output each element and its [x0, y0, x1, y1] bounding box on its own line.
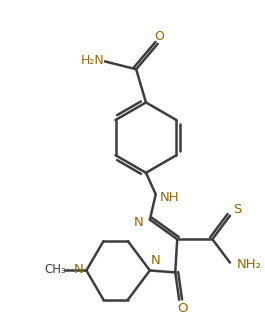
Text: N: N [133, 216, 143, 229]
Text: CH₃: CH₃ [44, 263, 66, 276]
Text: O: O [155, 29, 165, 43]
Text: NH₂: NH₂ [237, 258, 262, 271]
Text: H₂N: H₂N [80, 54, 104, 67]
Text: N: N [74, 263, 83, 276]
Text: NH: NH [160, 191, 179, 204]
Text: N: N [151, 254, 161, 267]
Text: S: S [233, 203, 242, 216]
Text: O: O [177, 302, 187, 315]
